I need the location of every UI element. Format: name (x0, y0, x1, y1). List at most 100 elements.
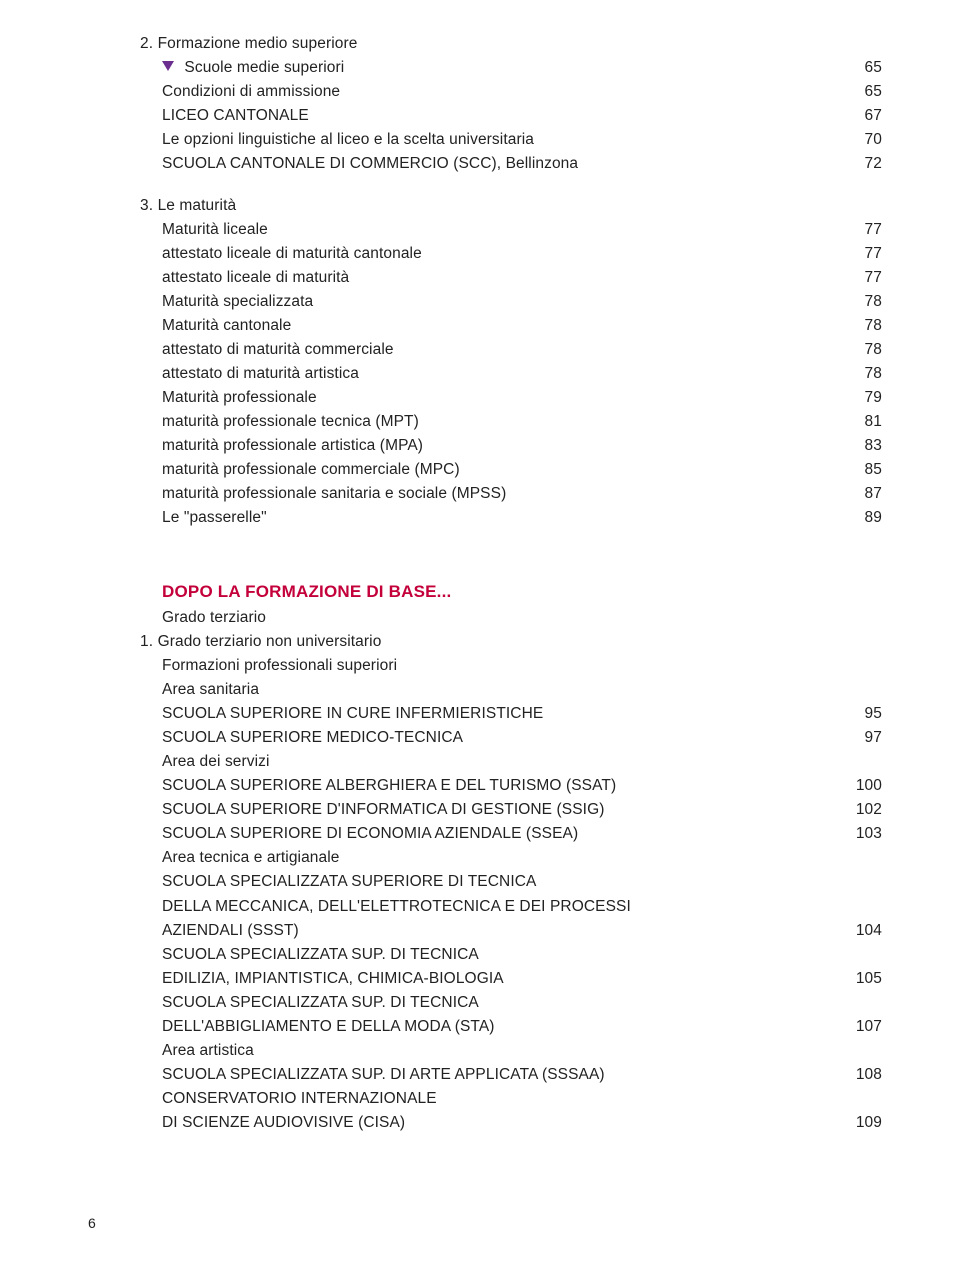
toc-row: SCUOLA SPECIALIZZATA SUP. DI ARTE APPLIC… (140, 1063, 882, 1087)
toc-page: 109 (844, 1111, 882, 1135)
toc-page: 78 (846, 314, 882, 338)
toc-label: SCUOLA SPECIALIZZATA SUP. DI TECNICA (162, 943, 882, 967)
section-number: 1. (140, 633, 153, 650)
toc-row: attestato liceale di maturità cantonale7… (140, 242, 882, 266)
section-title-text: Formazione medio superiore (158, 35, 358, 52)
toc-row: Le opzioni linguistiche al liceo e la sc… (140, 128, 882, 152)
toc-page: 103 (844, 822, 882, 846)
toc-row: CONSERVATORIO INTERNAZIONALE (140, 1087, 882, 1111)
toc-page: 72 (846, 152, 882, 176)
toc-page: 81 (846, 410, 882, 434)
toc-page: 65 (846, 56, 882, 80)
toc-label: SCUOLA SPECIALIZZATA SUPERIORE DI TECNIC… (162, 870, 882, 894)
toc-label: EDILIZIA, IMPIANTISTICA, CHIMICA-BIOLOGI… (162, 967, 844, 991)
toc-page: 77 (846, 266, 882, 290)
toc-page: 95 (846, 702, 882, 726)
toc-row: Condizioni di ammissione65 (140, 80, 882, 104)
toc-label: attestato di maturità commerciale (162, 338, 846, 362)
toc-label: SCUOLA SUPERIORE D'INFORMATICA DI GESTIO… (162, 798, 844, 822)
toc-row: SCUOLA CANTONALE DI COMMERCIO (SCC), Bel… (140, 152, 882, 176)
toc-label: DELL'ABBIGLIAMENTO E DELLA MODA (STA) (162, 1015, 844, 1039)
toc-page: 83 (846, 434, 882, 458)
toc-label: Maturità professionale (162, 386, 846, 410)
toc-row: Maturità cantonale78 (140, 314, 882, 338)
toc-label: Maturità liceale (162, 218, 846, 242)
toc-row: maturità professionale artistica (MPA)83 (140, 434, 882, 458)
toc-page: 78 (846, 290, 882, 314)
toc-row: SCUOLA SUPERIORE IN CURE INFERMIERISTICH… (140, 702, 882, 726)
toc-label: DELLA MECCANICA, DELL'ELETTROTECNICA E D… (162, 895, 882, 919)
toc-row: SCUOLA SPECIALIZZATA SUPERIORE DI TECNIC… (140, 870, 882, 894)
toc-label: Maturità cantonale (162, 314, 846, 338)
section-number: 3. (140, 197, 153, 214)
toc-row: EDILIZIA, IMPIANTISTICA, CHIMICA-BIOLOGI… (140, 967, 882, 991)
toc-label: maturità professionale artistica (MPA) (162, 434, 846, 458)
toc-page: 85 (846, 458, 882, 482)
toc-label: attestato liceale di maturità cantonale (162, 242, 846, 266)
toc-label: SCUOLA SPECIALIZZATA SUP. DI ARTE APPLIC… (162, 1063, 844, 1087)
page-number: 6 (88, 1215, 96, 1231)
toc-row: LICEO CANTONALE67 (140, 104, 882, 128)
section-number: 2. (140, 35, 153, 52)
section-title: 2. Formazione medio superiore (140, 32, 882, 56)
toc-row: SCUOLA SPECIALIZZATA SUP. DI TECNICA (140, 943, 882, 967)
toc-page: 104 (844, 919, 882, 943)
toc-row: maturità professionale sanitaria e socia… (140, 482, 882, 506)
toc-row: Maturità professionale79 (140, 386, 882, 410)
triangle-down-icon (162, 61, 174, 71)
toc-page: 87 (846, 482, 882, 506)
toc-page: 67 (846, 104, 882, 128)
toc-row: attestato liceale di maturità77 (140, 266, 882, 290)
toc-row: DI SCIENZE AUDIOVISIVE (CISA)109 (140, 1111, 882, 1135)
toc-row: SCUOLA SUPERIORE MEDICO-TECNICA97 (140, 726, 882, 750)
toc-area-label: Area dei servizi (162, 750, 882, 774)
toc-label: AZIENDALI (SSST) (162, 919, 844, 943)
toc-row: Maturità liceale77 (140, 218, 882, 242)
toc-area: Area sanitaria (140, 678, 882, 702)
toc-label: SCUOLA SUPERIORE MEDICO-TECNICA (162, 726, 846, 750)
toc-page: 105 (844, 967, 882, 991)
toc-label: maturità professionale sanitaria e socia… (162, 482, 846, 506)
toc-row: Le "passerelle"89 (140, 506, 882, 530)
toc-row: AZIENDALI (SSST)104 (140, 919, 882, 943)
toc-row: SCUOLA SPECIALIZZATA SUP. DI TECNICA (140, 991, 882, 1015)
toc-page: 78 (846, 362, 882, 386)
toc-label: attestato di maturità artistica (162, 362, 846, 386)
toc-row: DELL'ABBIGLIAMENTO E DELLA MODA (STA)107 (140, 1015, 882, 1039)
toc-row: SCUOLA SUPERIORE ALBERGHIERA E DEL TURIS… (140, 774, 882, 798)
toc-label: Le "passerelle" (162, 506, 846, 530)
toc-label: SCUOLA SUPERIORE ALBERGHIERA E DEL TURIS… (162, 774, 844, 798)
toc-row: attestato di maturità commerciale78 (140, 338, 882, 362)
toc-page: 100 (844, 774, 882, 798)
toc-area-label: Area sanitaria (162, 678, 882, 702)
toc-row: maturità professionale tecnica (MPT)81 (140, 410, 882, 434)
toc-row: DELLA MECCANICA, DELL'ELETTROTECNICA E D… (140, 895, 882, 919)
toc-label: maturità professionale tecnica (MPT) (162, 410, 846, 434)
toc-label: LICEO CANTONALE (162, 104, 846, 128)
toc-page: 78 (846, 338, 882, 362)
toc-label: CONSERVATORIO INTERNAZIONALE (162, 1087, 882, 1111)
toc-row: maturità professionale commerciale (MPC)… (140, 458, 882, 482)
toc-subtitle: Grado terziario (140, 606, 882, 630)
toc-label: SCUOLA CANTONALE DI COMMERCIO (SCC), Bel… (162, 152, 846, 176)
section-maturita: 3. Le maturità Maturità liceale77attesta… (140, 194, 882, 530)
toc-page: 102 (844, 798, 882, 822)
toc-subtitle: Formazioni professionali superiori (140, 654, 882, 678)
toc-row: SCUOLA SUPERIORE D'INFORMATICA DI GESTIO… (140, 798, 882, 822)
toc-row: Maturità specializzata78 (140, 290, 882, 314)
toc-row: SCUOLA SUPERIORE DI ECONOMIA AZIENDALE (… (140, 822, 882, 846)
section-dopo: DOPO LA FORMAZIONE DI BASE... Grado terz… (140, 582, 882, 1134)
toc-row: attestato di maturità artistica78 (140, 362, 882, 386)
toc-page: 97 (846, 726, 882, 750)
toc-area-label: Area artistica (162, 1039, 882, 1063)
toc-page: 107 (844, 1015, 882, 1039)
toc-label: Condizioni di ammissione (162, 80, 846, 104)
section-heading: DOPO LA FORMAZIONE DI BASE... (140, 582, 882, 602)
toc-area: Area dei servizi (140, 750, 882, 774)
toc-label: Le opzioni linguistiche al liceo e la sc… (162, 128, 846, 152)
toc-label: Scuole medie superiori (184, 59, 344, 76)
section-title-text: Le maturità (158, 197, 237, 214)
toc-label: attestato liceale di maturità (162, 266, 846, 290)
section-formazione-medio: 2. Formazione medio superiore Scuole med… (140, 32, 882, 176)
toc-page: 108 (844, 1063, 882, 1087)
